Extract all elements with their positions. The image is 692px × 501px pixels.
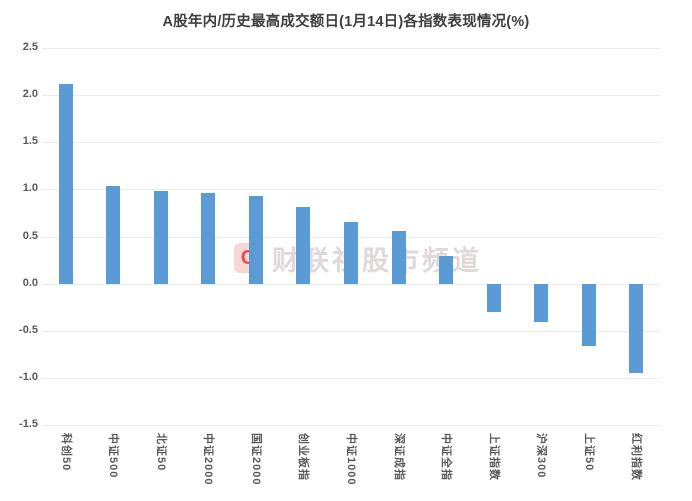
gridline [42, 377, 660, 379]
bar-中证1000 [344, 222, 358, 284]
y-tick-label: 2.5 [22, 41, 38, 53]
x-tick-label: 沪深300 [535, 433, 548, 479]
bar-中证500 [106, 185, 121, 284]
gridline [42, 95, 660, 97]
gridline [42, 142, 660, 144]
x-tick-label: 深证成指 [392, 433, 405, 481]
x-tick-label: 上证50 [582, 433, 595, 472]
x-tick-label: 国证2000 [249, 433, 262, 486]
bar-上证指数 [486, 283, 501, 312]
bar-红利指数 [629, 283, 644, 374]
bar-创业板指 [296, 207, 311, 284]
gridline [42, 283, 660, 285]
y-tick-label: -1.5 [19, 418, 38, 430]
bar-上证50 [581, 283, 596, 346]
y-tick-label: 1.0 [22, 182, 38, 195]
bar-沪深300 [534, 283, 549, 323]
x-tick-label: 中证1000 [345, 433, 357, 486]
x-tick-label: 科创50 [59, 433, 72, 472]
bar-科创50 [58, 83, 73, 284]
x-tick-label: 中证全指 [440, 433, 453, 481]
x-tick-label: 中证2000 [202, 433, 215, 486]
bar-中证全指 [439, 256, 454, 284]
y-tick-label: 0.0 [22, 276, 38, 289]
y-tick-label: 1.5 [22, 135, 38, 148]
x-tick-label: 红利指数 [630, 433, 643, 481]
y-tick-label: -1.0 [19, 370, 38, 383]
bar-中证2000 [201, 193, 216, 284]
x-tick-label: 上证指数 [487, 433, 500, 481]
x-tick-label: 中证500 [107, 433, 120, 479]
x-tick-label: 创业板指 [297, 433, 310, 481]
chart-title: A股年内/历史最高成交额日(1月14日)各指数表现情况(%) [162, 14, 530, 30]
bar-深证成指 [391, 230, 406, 284]
y-tick-label: 0.5 [22, 229, 38, 242]
x-tick-label: 北证50 [154, 433, 167, 472]
gridline [42, 330, 660, 332]
gridline [42, 189, 660, 191]
bar-国证2000 [248, 195, 263, 284]
y-tick-label: 2.0 [22, 88, 38, 101]
gridline [42, 48, 660, 49]
gridline [42, 425, 660, 426]
y-tick-label: -0.5 [19, 323, 38, 336]
bar-北证50 [153, 191, 168, 284]
